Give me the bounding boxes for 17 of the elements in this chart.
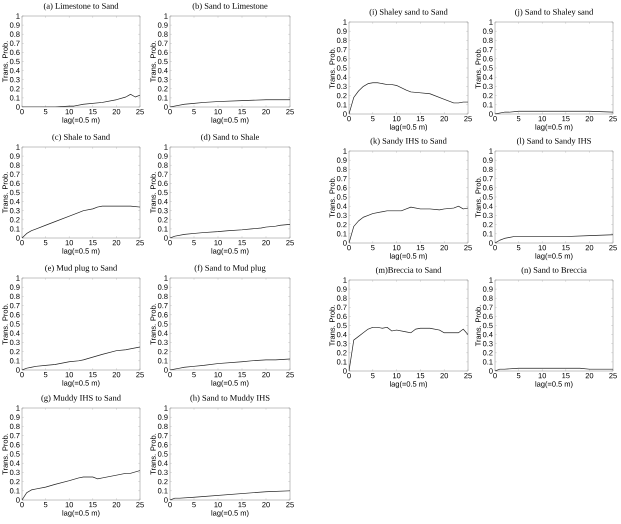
chart-title: (e) Mud plug to Sand <box>45 264 118 273</box>
line-series <box>349 82 468 114</box>
chart-title: (i) Shaley sand to Sand <box>370 8 448 17</box>
chart-title: (b) Sand to Limestone <box>192 2 268 10</box>
line-series <box>22 470 140 500</box>
chart-title: (f) Sand to Mud plug <box>194 264 266 273</box>
chart-title: (c) Shale to Sand <box>52 134 110 142</box>
chart-title: (j) Sand to Shaley sand <box>515 8 594 17</box>
chart-title: (d) Sand to Shale <box>201 134 259 142</box>
chart-title: (l) Sand to Sandy IHS <box>516 138 591 146</box>
chart-title: (n) Sand to Breccia <box>522 266 587 274</box>
chart-title: (h) Sand to Muddy IHS <box>190 394 270 403</box>
chart-title: (k) Sandy IHS to Sand <box>370 138 447 146</box>
chart-title: (m)Breccia to Sand <box>376 266 442 274</box>
line-series <box>170 358 290 370</box>
chart-title: (g) Muddy IHS to Sand <box>41 394 121 403</box>
chart-title: (a) Limestone to Sand <box>44 2 118 10</box>
